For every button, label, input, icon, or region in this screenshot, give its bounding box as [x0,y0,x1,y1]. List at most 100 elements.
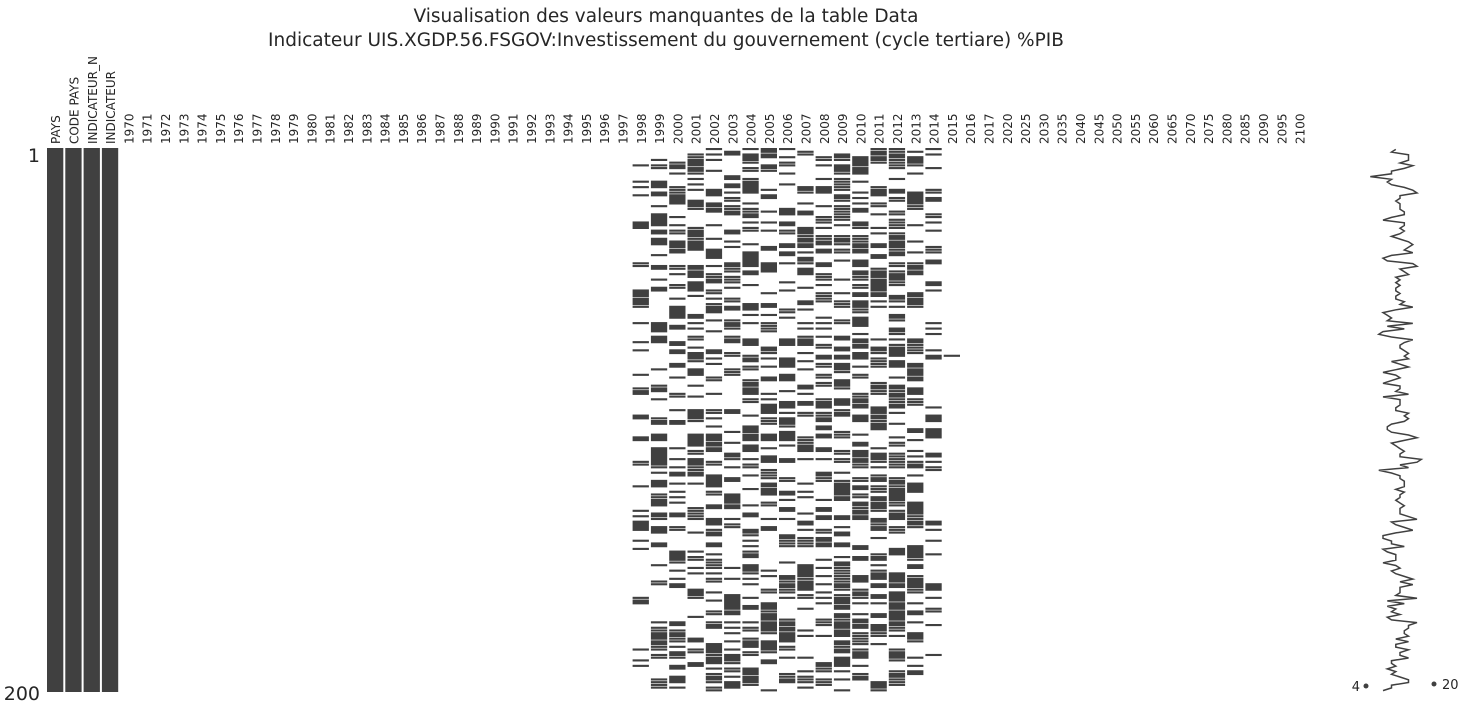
filled-cell [742,251,759,268]
column-label: 1982 [342,113,356,144]
filled-cell [833,164,851,172]
filled-cell [779,580,796,583]
filled-cell [669,341,686,346]
filled-cell [925,213,942,216]
sparkline-path [1370,148,1424,692]
filled-cell [650,447,668,466]
filled-cell [669,349,686,355]
filled-cell [687,322,704,325]
filled-cell [815,566,832,569]
filled-cell [742,202,759,205]
filled-cell [815,479,832,482]
filled-cell [833,482,851,496]
filled-cell [705,297,723,300]
filled-cell [687,572,704,575]
filled-cell [888,634,906,637]
filled-cell [907,621,924,624]
filled-cell [724,275,741,278]
filled-cell [669,194,686,205]
filled-cell [797,226,814,235]
filled-cell [815,621,832,624]
filled-cell [797,360,814,363]
filled-cell [760,164,777,170]
filled-cell [888,672,906,678]
filled-cell [870,602,887,605]
filled-cell [833,335,851,341]
filled-cell [650,158,668,161]
filled-cell [705,553,723,556]
filled-cell [632,463,649,466]
filled-cell [779,148,796,151]
filled-cell [870,232,887,235]
filled-cell [815,602,832,605]
filled-cell [705,169,723,172]
filled-cell [742,354,759,357]
filled-cell [797,656,814,659]
filled-cell [815,417,832,423]
filled-cell [669,577,686,580]
filled-cell [705,158,723,161]
filled-cell [669,675,686,684]
column-label: 2080 [1220,113,1234,144]
filled-cell [797,202,814,205]
filled-cell [797,539,814,542]
filled-cell [669,471,686,477]
column-label: 2016 [964,113,978,144]
filled-cell [870,477,887,482]
filled-cell [669,248,686,254]
filled-cell [760,417,777,420]
filled-cell [687,466,704,469]
filled-cell [888,213,906,216]
filled-cell [687,226,704,229]
filled-cell [870,490,887,493]
filled-cell [925,414,942,423]
filled-cell [779,591,796,594]
filled-cell [815,400,832,409]
filled-cell [742,512,759,518]
filled-cell [852,403,869,409]
completeness-sparkline: 4 20 [1352,148,1459,695]
filled-cell [870,583,887,589]
filled-cell [760,621,777,632]
filled-cell [687,188,704,191]
filled-cell [870,292,887,297]
filled-cell [687,270,704,278]
filled-cell [650,512,668,518]
filled-cell [724,517,741,521]
filled-cell [779,618,796,621]
filled-cell [907,297,924,306]
filled-cell [925,289,942,292]
filled-cell [852,221,869,227]
filled-cell [888,177,906,181]
filled-cell [779,621,796,627]
filled-cell [833,188,851,191]
filled-cell [632,596,649,599]
filled-cell [870,150,887,156]
filled-cell [724,267,741,270]
filled-cell [687,615,704,618]
filled-cell [870,501,887,510]
filled-cell [779,645,796,648]
filled-cell [779,588,796,591]
filled-cell [888,226,906,229]
filled-cell [669,229,686,232]
filled-cell [852,316,869,327]
column-label: 1993 [543,113,557,144]
filled-cell [687,517,704,521]
filled-cell [888,670,906,673]
column-label: 2055 [1129,113,1143,144]
filled-cell [724,286,741,289]
filled-cell [833,458,851,461]
filled-cell [669,284,686,287]
filled-cell [742,270,759,276]
filled-cell [833,648,851,654]
filled-cell [669,161,686,164]
filled-cell [632,648,649,651]
filled-cell [833,278,851,281]
filled-cell [870,360,887,363]
filled-cell [650,686,668,689]
filled-cell [852,643,869,646]
filled-cell [870,346,887,352]
filled-cell [650,653,668,657]
filled-cell [779,289,796,292]
